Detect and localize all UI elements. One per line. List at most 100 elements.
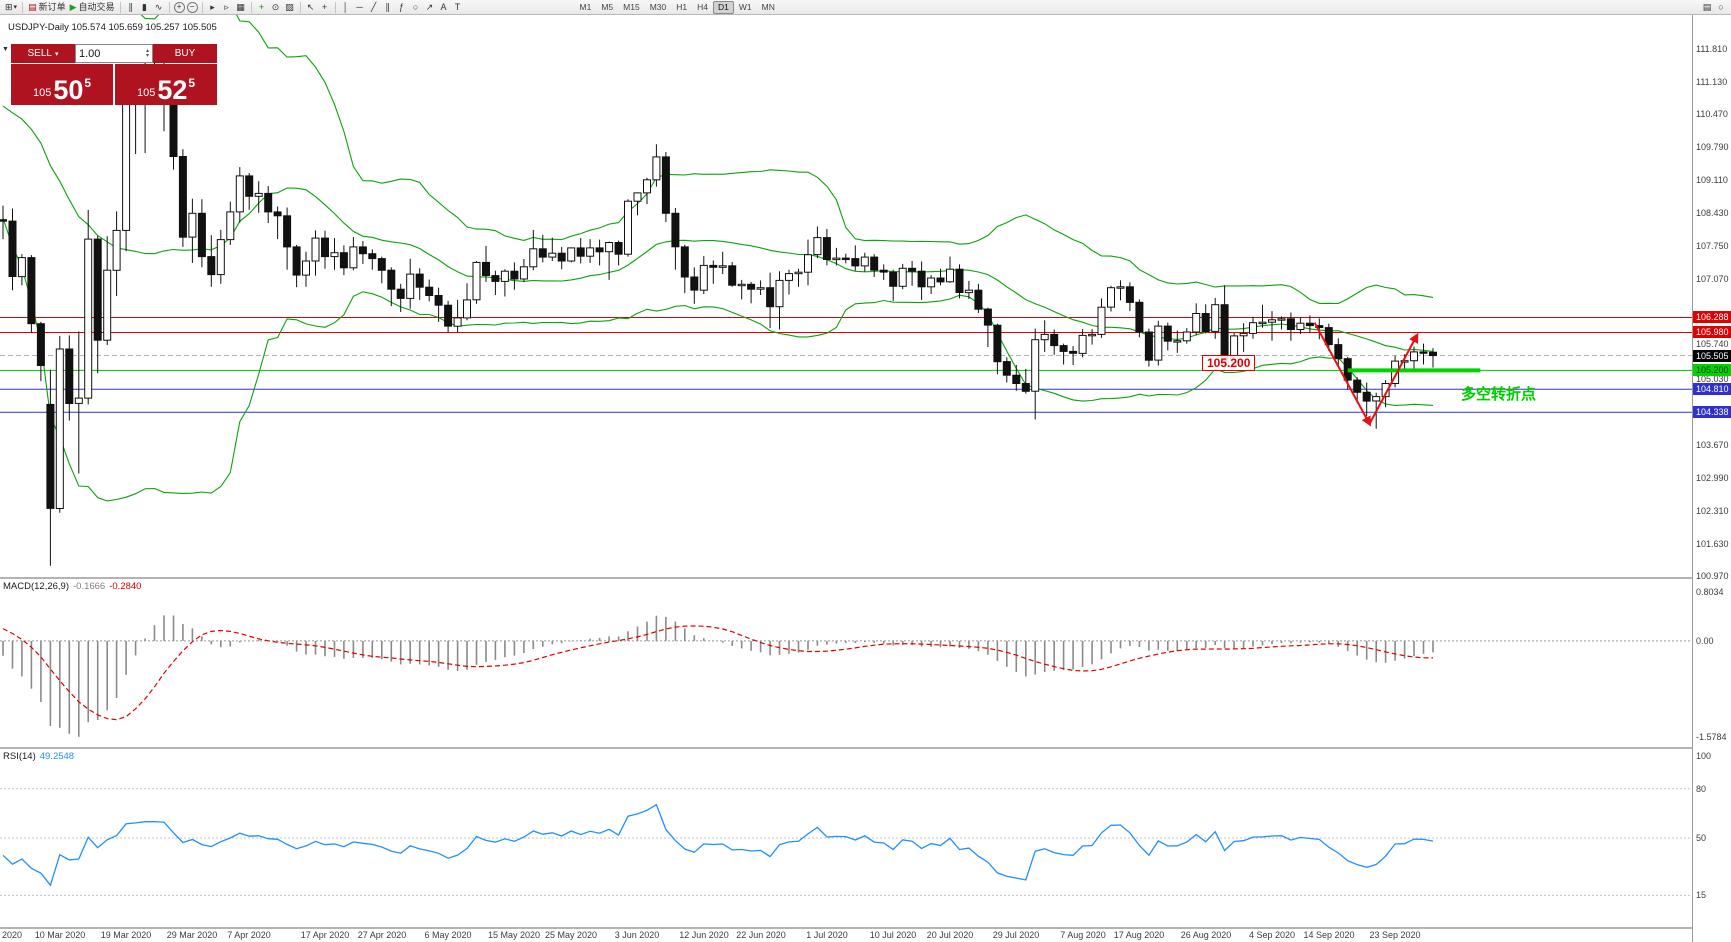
rsi-axis-label: 50 <box>1696 833 1707 843</box>
price-level-badge: 105.200 <box>1693 364 1731 376</box>
horizontal-line-icon: ─ <box>356 1 363 12</box>
trendline-icon: ╱ <box>370 1 377 12</box>
rsi-name: RSI(14) <box>3 751 36 762</box>
sell-price-box[interactable]: 105 50 5 <box>11 64 113 105</box>
candlestick-chart-icon[interactable]: ▮ <box>138 1 152 14</box>
arrows-icon[interactable]: ↗ <box>423 1 437 14</box>
indicators-list-icon[interactable]: + <box>255 1 269 14</box>
buy-label: BUY <box>174 48 196 59</box>
sell-label: SELL <box>27 48 52 59</box>
fibonacci-icon: ƒ <box>399 1 405 12</box>
timeframe-h4[interactable]: H4 <box>697 1 708 12</box>
date-axis-label: 4 Sep 2020 <box>1248 930 1296 940</box>
zoom-out-icon[interactable]: − <box>186 1 198 13</box>
stepper-down-icon[interactable]: ▾ <box>145 52 149 59</box>
timeframe-h1[interactable]: H1 <box>676 1 688 12</box>
text-icon[interactable]: A <box>437 1 451 14</box>
sell-button[interactable]: SELL ▾ <box>11 44 75 63</box>
date-axis-label: 1 Jul 2020 <box>806 930 848 940</box>
tile-windows-icon: ▦ <box>236 1 245 12</box>
price-level-badge: 105.505 <box>1693 350 1731 362</box>
new-chart-icon[interactable]: ⊞ ▾ <box>3 1 19 14</box>
horizontal-line-icon[interactable]: ─ <box>353 1 367 14</box>
bar-chart-icon[interactable]: ∥ <box>124 1 138 14</box>
auto-scroll-icon: ▸ <box>210 1 215 12</box>
cursor-icon[interactable]: ↖ <box>304 1 318 14</box>
shapes-icon: ○ <box>412 1 419 12</box>
volume-stepper[interactable]: ▴ ▾ <box>145 47 149 59</box>
fibonacci-icon[interactable]: ƒ <box>395 1 409 14</box>
text-icon: A <box>440 1 447 12</box>
chevron-down-icon: ▾ <box>54 50 59 58</box>
stepper-up-icon[interactable]: ▴ <box>145 47 149 54</box>
printer-icon[interactable]: ▤ <box>1700 1 1714 14</box>
date-axis-label: 27 Apr 2020 <box>357 930 407 940</box>
auto-scroll-icon[interactable]: ▸ <box>206 1 220 14</box>
date-axis-label: 7 Aug 2020 <box>1060 930 1106 940</box>
pane-separator[interactable] <box>0 577 1693 579</box>
macd-indicator-label: MACD(12,26,9) -0.1666 -0.2840 <box>3 581 141 592</box>
date-axis-label: 6 May 2020 <box>424 930 472 940</box>
equidistant-channel-icon[interactable]: ∥ <box>381 1 395 14</box>
new-chart-icon: ⊞ <box>5 1 13 12</box>
volume-input[interactable]: 1.00 ▴ ▾ <box>75 44 153 63</box>
trade-panel-collapse-icon[interactable]: ▼ <box>2 46 9 53</box>
candlestick-chart-icon: ▮ <box>142 1 147 12</box>
crosshair-icon: + <box>321 1 328 12</box>
timeframe-m30[interactable]: M30 <box>649 1 667 12</box>
macd-axis-label: -1.5784 <box>1696 732 1727 742</box>
line-chart-icon: ∿ <box>154 1 163 12</box>
date-axis-label: 17 Aug 2020 <box>1113 930 1165 940</box>
autotrading-button[interactable]: ▶ 自动交易 <box>68 1 117 14</box>
timeframe-m5[interactable]: M5 <box>601 1 614 12</box>
ask-pipette: 5 <box>188 76 196 90</box>
crosshair-icon[interactable]: + <box>318 1 332 14</box>
bid-prefix: 105 <box>32 87 52 99</box>
buy-price-box[interactable]: 105 52 5 <box>115 64 217 105</box>
line-chart-icon[interactable]: ∿ <box>152 1 166 14</box>
turning-point-annotation[interactable]: 多空转折点 <box>1461 386 1537 403</box>
date-axis-label: Mar 2020 <box>0 930 23 940</box>
trendline-icon[interactable]: ╱ <box>367 1 381 14</box>
templates-icon: ▨ <box>285 1 294 12</box>
new-order-button[interactable]: ▤ 新订单 <box>26 1 68 14</box>
price-callout-label[interactable]: 105.200 <box>1202 355 1256 371</box>
timeframe-d1[interactable]: D1 <box>713 0 734 14</box>
shapes-icon[interactable]: ○ <box>409 1 423 14</box>
timeframe-group: M1 M5 M15 M30 H1 H4 D1 W1 MN <box>575 0 780 14</box>
chart-canvas[interactable] <box>0 0 1693 942</box>
bid-big-digits: 50 <box>53 75 84 106</box>
tile-windows-icon[interactable]: ▦ <box>234 1 248 14</box>
timeframe-w1[interactable]: W1 <box>738 1 752 12</box>
symbol-ohlc-info: USDJPY-Daily 105.574 105.659 105.257 105… <box>8 22 217 33</box>
pane-separator <box>0 927 1693 929</box>
price-axis-label: 102.990 <box>1696 473 1729 483</box>
vertical-line-icon[interactable]: │ <box>339 1 353 14</box>
new-order-label: 新订单 <box>38 1 66 12</box>
price-level-badge: 104.810 <box>1693 383 1731 395</box>
price-axis-label: 103.670 <box>1696 440 1729 450</box>
chart-shift-icon: ▹ <box>224 1 229 12</box>
timeframe-m1[interactable]: M1 <box>579 1 592 12</box>
templates-icon[interactable]: ▨ <box>283 1 297 14</box>
price-axis-label: 110.470 <box>1696 109 1728 119</box>
chart-shift-icon[interactable]: ▹ <box>220 1 234 14</box>
price-axis[interactable]: 111.810 111.130 110.470 109.790 109.110 108.4… <box>1693 0 1731 942</box>
timeframe-m15[interactable]: M15 <box>623 1 640 12</box>
price-axis-label: 107.070 <box>1696 274 1729 284</box>
price-axis-label: 109.110 <box>1696 175 1728 185</box>
date-axis[interactable]: Mar 2020 10 Mar 2020 19 Mar 2020 29 Mar 202… <box>0 929 1693 942</box>
search-icon[interactable]: ○ <box>1714 1 1728 14</box>
price-axis-label: 102.310 <box>1696 506 1729 516</box>
date-axis-label: 19 Mar 2020 <box>100 930 152 940</box>
autotrading-icon: ▶ <box>69 1 77 12</box>
ask-big-digits: 52 <box>157 75 188 106</box>
periods-icon[interactable]: ⊙ <box>269 1 283 14</box>
zoom-in-icon[interactable]: + <box>173 1 185 13</box>
toolbar-separator <box>201 1 203 13</box>
date-axis-label: 7 Apr 2020 <box>227 930 271 940</box>
buy-button[interactable]: BUY <box>153 44 217 63</box>
timeframe-mn[interactable]: MN <box>761 1 775 12</box>
pane-separator[interactable] <box>0 747 1693 749</box>
text-label-icon[interactable]: T <box>451 1 465 14</box>
